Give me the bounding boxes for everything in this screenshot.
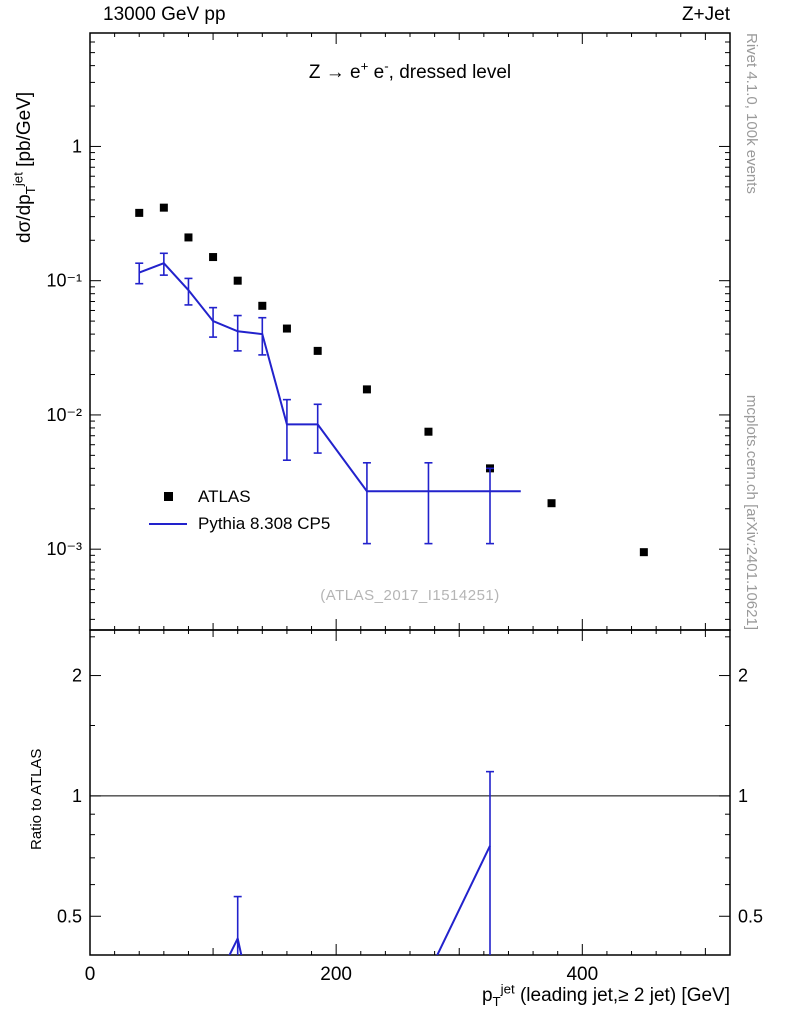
analysis-group-label: Z+Jet: [681, 4, 730, 25]
svg-text:10⁻²: 10⁻²: [46, 405, 82, 425]
svg-text:1: 1: [738, 786, 748, 806]
legend: ATLAS Pythia 8.308 CP5: [147, 483, 330, 537]
rivet-version-note: Rivet 4.1.0, 100k events: [743, 33, 760, 194]
svg-text:10⁻¹: 10⁻¹: [46, 271, 82, 291]
svg-text:2: 2: [738, 666, 748, 686]
legend-swatch-area: [147, 492, 189, 501]
mcplots-attribution-note: mcplots.cern.ch [arXiv:2401.10621]: [743, 394, 760, 630]
legend-label-atlas: ATLAS: [198, 486, 251, 506]
analysis-id-watermark: (ATLAS_2017_I1514251): [320, 587, 500, 604]
svg-text:10⁻³: 10⁻³: [46, 539, 82, 559]
svg-text:0: 0: [85, 964, 96, 985]
svg-text:400: 400: [566, 964, 598, 985]
legend-label-pythia: Pythia 8.308 CP5: [198, 513, 331, 533]
svg-text:1: 1: [72, 786, 82, 806]
legend-item-pythia: Pythia 8.308 CP5: [147, 510, 330, 537]
svg-text:0.5: 0.5: [57, 906, 82, 926]
ratio-y-axis-title: Ratio to ATLAS: [28, 748, 45, 850]
y-axis-title: dσ/dpTjet [pb/GeV]: [10, 91, 38, 243]
plot-title: Z → e+ e-, dressed level: [308, 58, 512, 83]
svg-text:0.5: 0.5: [738, 906, 763, 926]
pythia-line-swatch: [149, 522, 187, 525]
legend-swatch-area: [147, 522, 189, 525]
x-axis-title: pTjet (leading jet,≥ 2 jet) [GeV]: [481, 981, 730, 1009]
atlas-marker-swatch: [163, 492, 173, 501]
svg-text:1: 1: [72, 136, 82, 156]
legend-item-atlas: ATLAS: [147, 483, 330, 510]
svg-text:200: 200: [320, 964, 352, 985]
svg-text:2: 2: [72, 666, 82, 686]
beam-energy-label: 13000 GeV pp: [103, 4, 226, 25]
